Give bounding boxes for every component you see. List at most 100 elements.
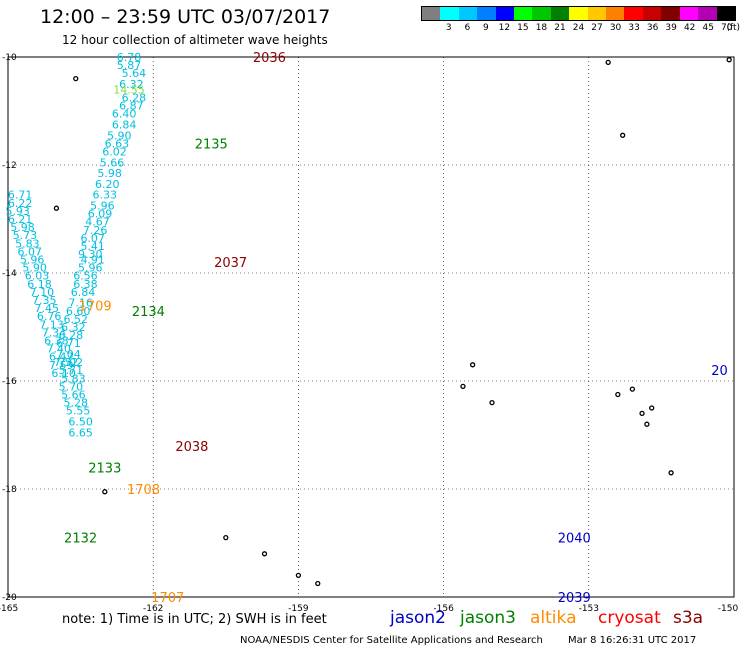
swh-value: 5.83 [15, 237, 40, 250]
swh-value: 5.70 [59, 380, 84, 393]
swh-value: 5.73 [13, 229, 38, 242]
track-time-label: 2133 [88, 461, 121, 476]
swh-value: 6.71 [56, 337, 81, 350]
swh-value: 6.50 [68, 416, 93, 429]
swh-value: 7.35 [32, 294, 57, 307]
swh-value: 6.21 [8, 213, 33, 226]
swh-value: 6.56 [73, 270, 98, 283]
swh-value: 6.63 [105, 137, 130, 150]
axis-labels: -10 -12 -14 -16 -18 -20-165 -162 -159 -156 -153 -1… [0, 53, 738, 614]
lon-tick-label: -150 [718, 604, 739, 614]
swh-value: 6.07 [80, 232, 105, 245]
swh-value: 6.02 [102, 146, 127, 159]
legend-value-label: 42 [683, 23, 696, 33]
island-outline [644, 421, 650, 427]
legend-swatch [477, 7, 496, 20]
legend-swatch [495, 7, 515, 20]
footer-credit: NOAA/NESDIS Center for Satellite Applica… [240, 635, 696, 646]
track-time-label: 2134 [132, 305, 165, 320]
legend-value-label: 12 [498, 23, 511, 33]
swh-value: 6.76 [37, 310, 62, 323]
island-outline [53, 205, 60, 211]
legend-value-label: 3 [445, 23, 452, 33]
swh-value: 7.02 [59, 356, 84, 369]
legend-swatch [514, 7, 533, 20]
legend-value-label: 27 [591, 23, 603, 33]
cryosat-legend-label: cryosat [598, 608, 661, 628]
track-time-label: 2132 [64, 532, 97, 547]
island-outline [315, 580, 321, 587]
swh-value: 6.71 [8, 189, 33, 202]
swh-value: 6.28 [59, 329, 84, 342]
track-time-labels: 2036 2037 2038 2135 2134 2133 2132 1709 1708 1707… [64, 51, 728, 606]
s3a-legend-label: s3a [673, 608, 704, 628]
swh-value: 5.66 [61, 389, 86, 402]
track-time-label: 1708 [127, 483, 160, 498]
jason2-legend-label: jason2 [390, 608, 446, 628]
island-outline [102, 489, 108, 495]
swh-value: 5.87 [117, 59, 142, 72]
swh-value: 5.96 [20, 254, 45, 267]
legend-value-label: 9 [482, 23, 489, 33]
legend-swatch [716, 7, 735, 20]
legend-value-label: 18 [535, 23, 548, 33]
legend-swatch-bar [421, 6, 736, 21]
swh-value: 6.18 [27, 278, 52, 291]
swh-value: 6.38 [73, 278, 98, 291]
legend-value-label: 70 [721, 23, 733, 33]
island-outline [261, 551, 268, 557]
legend-swatch [587, 7, 607, 20]
swh-value: 6.47 [49, 351, 74, 364]
island-outline [639, 410, 645, 417]
legend-swatch [550, 7, 570, 20]
island-outline [605, 59, 611, 66]
page-subtitle: 12 hour collection of altimeter wave hei… [62, 33, 328, 47]
legend-swatch [698, 7, 717, 20]
lon-tick-label: -165 [0, 604, 18, 614]
swh-values: 6.785.875.646.3214.556.286.876.406.845.9… [5, 51, 146, 439]
track-time-label: 1707 [151, 591, 184, 606]
legend-value-label: 33 [628, 23, 640, 33]
swh-value: 6.38 [44, 335, 69, 348]
swh-value: 4.91 [80, 254, 105, 267]
swh-value: 7.34 [42, 326, 67, 339]
legend-value-label: 21 [554, 23, 566, 33]
swh-value: 5.98 [97, 167, 122, 180]
swh-value: 6.84 [71, 286, 96, 299]
map-frame [7, 56, 735, 598]
track-time-label: 2036 [253, 51, 286, 66]
lat-tick-label: -12 [2, 161, 17, 171]
swh-value: 6.78 [117, 51, 142, 64]
legend-swatch [422, 7, 441, 20]
legend-swatch [440, 7, 459, 20]
swh-value: 6.09 [88, 208, 113, 221]
swh-value: 7.45 [34, 302, 59, 315]
lat-lon-grid [7, 56, 735, 598]
lon-tick-label: -159 [288, 604, 309, 614]
swh-value: 7.04 [56, 348, 81, 361]
swh-value: 5.83 [61, 372, 86, 385]
legend-value-label: 6 [464, 23, 471, 33]
islands [53, 57, 732, 587]
units-note: note: 1) Time is in UTC; 2) SWH is in fe… [62, 612, 327, 627]
lat-tick-label: -20 [2, 593, 17, 603]
island-outline [489, 399, 495, 406]
swh-value: 7.59 [49, 359, 74, 372]
legend-swatch [661, 7, 680, 20]
island-outline [726, 57, 732, 63]
swh-value: 5.96 [78, 262, 103, 275]
legend-swatch [532, 7, 551, 20]
swh-value: 6.52 [64, 313, 89, 326]
swh-value: 5.71 [59, 364, 84, 377]
altika-legend-label: altika [530, 608, 577, 628]
swh-value: 5.90 [22, 262, 47, 275]
swh-value: 4.67 [85, 216, 110, 229]
track-time-label: 20 [711, 364, 728, 379]
page-title: 12:00 – 23:59 UTC 03/07/2017 [40, 6, 331, 28]
swh-value: 5.41 [80, 240, 105, 253]
swh-value: 7.52 [54, 356, 79, 369]
swh-value: 7.40 [47, 343, 72, 356]
track-time-label: 2037 [214, 256, 247, 271]
swh-value: 6.22 [8, 197, 33, 210]
